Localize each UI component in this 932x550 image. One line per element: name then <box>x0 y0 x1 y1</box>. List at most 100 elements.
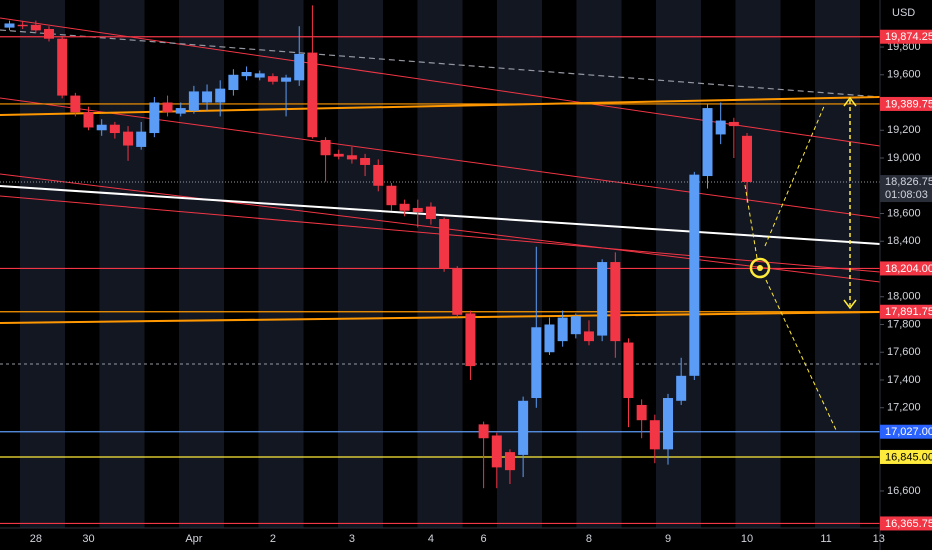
candle-body <box>583 331 594 342</box>
y-tick-label: 18,600 <box>887 207 921 219</box>
session-band <box>815 0 860 528</box>
candles <box>4 5 753 489</box>
currency: USD <box>892 7 915 19</box>
level-label-box <box>880 424 932 439</box>
trendline <box>0 97 881 219</box>
session-band <box>179 0 224 528</box>
y-tick-label: 16,600 <box>887 485 921 497</box>
y-tick-label: 17,400 <box>887 374 921 386</box>
session-band <box>99 0 145 528</box>
candle-body <box>715 120 726 135</box>
projection <box>744 96 857 431</box>
candle-body <box>465 313 476 367</box>
y-tick-label: 17,600 <box>887 346 921 358</box>
candle-body <box>702 108 713 177</box>
candle-body <box>57 38 68 96</box>
candle-body <box>452 268 463 315</box>
level-label-box <box>880 304 932 319</box>
candle-body <box>333 153 344 157</box>
target-dot <box>757 265 763 271</box>
level-label-box <box>880 29 932 44</box>
candle-body <box>17 24 28 27</box>
candle-body <box>96 124 107 131</box>
candle-body <box>373 164 384 186</box>
candle-body <box>570 316 581 335</box>
candle-body <box>162 102 173 113</box>
candle-body <box>44 28 55 39</box>
candle-body <box>254 73 265 78</box>
candle-body <box>425 206 436 220</box>
time-axis <box>0 528 880 550</box>
candle-body <box>215 88 226 103</box>
candle-body <box>123 131 134 146</box>
y-tick-label: 19,000 <box>887 152 921 164</box>
y-tick-label: 19,200 <box>887 124 921 136</box>
x-tick-label: 10 <box>741 533 753 545</box>
session-band <box>258 0 304 528</box>
candle-body <box>83 112 94 128</box>
candle-body <box>491 435 502 468</box>
candle-body <box>504 452 515 471</box>
x-tick-label: 4 <box>428 533 434 545</box>
candle-body <box>188 91 199 111</box>
candle-body <box>136 131 147 147</box>
arrow-heads <box>843 96 857 310</box>
candle-body <box>478 424 489 439</box>
target-circle <box>749 257 771 279</box>
y-tick-label: 19,600 <box>887 69 921 81</box>
axes: 19,800 19,600 19,200 19,000 18,600 18,400 18,0… <box>30 29 932 545</box>
candle-body <box>202 91 213 103</box>
candle-body <box>149 102 160 134</box>
candle-body <box>241 72 252 77</box>
level-label-box <box>880 516 932 531</box>
candle-body <box>557 317 568 342</box>
x-tick-label: 11 <box>820 533 831 545</box>
projection-line <box>764 103 826 247</box>
candle-body <box>610 262 621 342</box>
level-label: 19,389.75 <box>885 98 932 110</box>
trendline <box>0 185 881 245</box>
x-tick-label: 9 <box>665 533 671 545</box>
level-label-box <box>880 261 932 276</box>
level-label: 17,027.00 <box>885 426 932 438</box>
candle-body <box>386 185 397 206</box>
trendline <box>0 29 881 98</box>
candle-body <box>531 327 542 399</box>
level-label: 17,891.75 <box>885 306 932 318</box>
candle-body <box>676 375 687 401</box>
countdown: 01:08:03 <box>885 189 928 201</box>
candle-body <box>360 158 371 165</box>
candle-body <box>399 203 410 211</box>
y-tick-label: 17,200 <box>887 402 921 414</box>
x-tick-label: 6 <box>481 533 487 545</box>
candle-body <box>439 219 450 269</box>
candle-body <box>70 95 81 113</box>
trendline <box>0 96 881 116</box>
candle-body <box>281 77 292 82</box>
candle-body <box>663 398 673 450</box>
candle-body <box>728 121 739 127</box>
y-tick-label: 18,400 <box>887 235 921 247</box>
candle-body <box>518 400 529 455</box>
level-label: 16,365.75 <box>885 518 932 530</box>
candle-body <box>649 420 660 450</box>
candle-body <box>346 155 357 160</box>
x-tick-label: 3 <box>349 533 355 545</box>
x-tick-label: Apr <box>185 533 202 545</box>
level-label: 16,845.00 <box>885 451 932 463</box>
candle-body <box>109 124 120 134</box>
level-label: 19,874.25 <box>885 31 932 43</box>
trendlines <box>0 17 881 365</box>
trendline <box>0 311 881 324</box>
y-tick-label: 19,800 <box>887 41 921 53</box>
candle-body <box>307 52 318 138</box>
level-label-box <box>880 96 932 111</box>
candle-body <box>4 23 15 28</box>
candle-body <box>412 207 423 213</box>
y-tick-label: 18,000 <box>887 291 921 303</box>
candle-body <box>742 135 753 183</box>
x-tick-label: 13 <box>873 533 885 545</box>
candle-body <box>597 262 608 336</box>
x-tick-label: 8 <box>586 533 592 545</box>
